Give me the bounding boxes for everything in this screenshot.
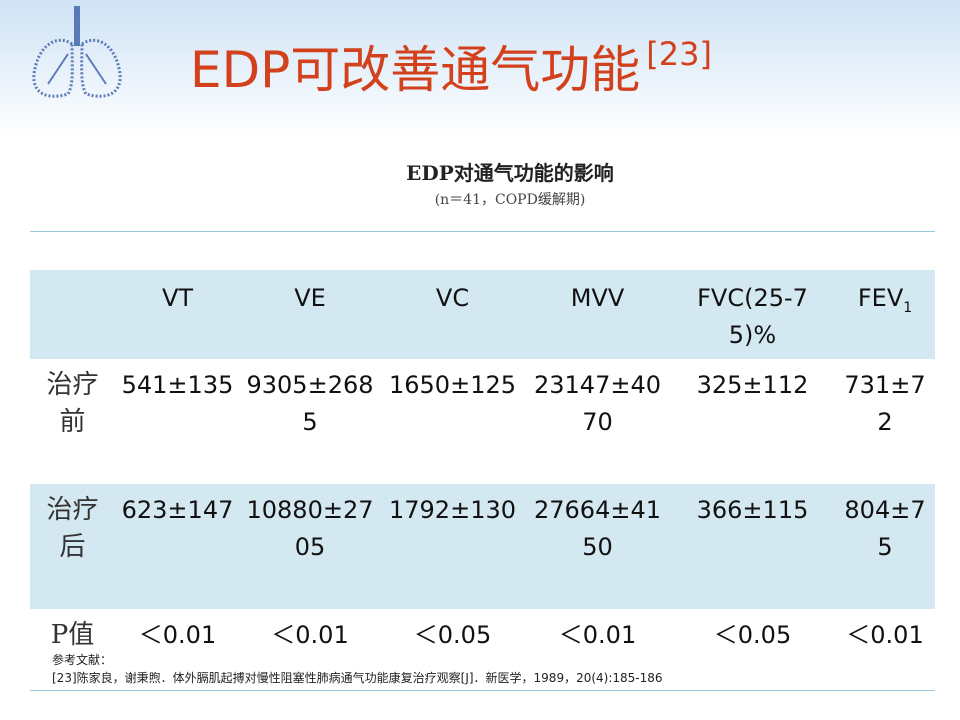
header-text: FEV [857,284,904,312]
header-text: VT [161,284,194,312]
cell: 10880±2705 [240,484,380,609]
header-row: VT VE VC MVV FVC(25-75)% FEV1 [30,270,935,359]
cell: ＜0.01 [525,609,670,692]
cell: 325±112 [670,359,835,484]
cell: 23147±4070 [525,359,670,484]
cell: ＜0.01 [115,609,240,692]
header-cell: VT [115,270,240,359]
table-row: 治疗后 623±147 10880±2705 1792±130 27664±4150 36… [30,484,935,609]
header-text: FVC(25-75)% [697,284,808,349]
data-table: VT VE VC MVV FVC(25-75)% FEV1 治疗前 541±135 9305±2… [30,270,935,692]
row-label: 治疗后 [30,484,115,609]
cell: 623±147 [115,484,240,609]
lung-logo [32,6,122,98]
table-caption: EDP对通气功能的影响 [406,161,614,185]
header-text: VC [435,284,470,312]
cell: 27664±4150 [525,484,670,609]
row-label: 治疗前 [30,359,115,484]
row-label: P值 [30,609,115,692]
header-subscript: 1 [903,299,913,316]
header-cell: MVV [525,270,670,359]
header-cell: VE [240,270,380,359]
cell: 541±135 [115,359,240,484]
cell: 731±72 [835,359,935,484]
rule [30,690,935,691]
table-row: 治疗前 541±135 9305±2685 1650±125 23147±4070 325… [30,359,935,484]
cell: 1650±125 [380,359,525,484]
cell: 9305±2685 [240,359,380,484]
header-cell: VC [380,270,525,359]
table-subcaption: (n＝41，COPD缓解期) [434,192,586,208]
header-text: MVV [570,284,625,312]
header-cell: FEV1 [835,270,935,359]
cell: 1792±130 [380,484,525,609]
header-cell: FVC(25-75)% [670,270,835,359]
reference-text: [23]陈家良，谢秉煦．体外膈肌起搏对慢性阻塞性肺病通气功能康复治疗观察[J]．… [52,671,663,685]
header-band [0,0,960,140]
citation: [23] [646,35,712,73]
header-cell [30,270,115,359]
table-row: P值 ＜0.01 ＜0.01 ＜0.05 ＜0.01 ＜0.05 ＜0.01 [30,609,935,692]
rule [30,231,935,232]
cell: 804±75 [835,484,935,609]
header-text: VE [294,284,326,312]
cell: ＜0.01 [835,609,935,692]
title: EDP可改善通气功能 [23] [190,35,712,99]
cell: ＜0.05 [380,609,525,692]
cell: ＜0.01 [240,609,380,692]
cell: 366±115 [670,484,835,609]
reference-heading: 参考文献： [52,653,113,667]
cell: ＜0.05 [670,609,835,692]
